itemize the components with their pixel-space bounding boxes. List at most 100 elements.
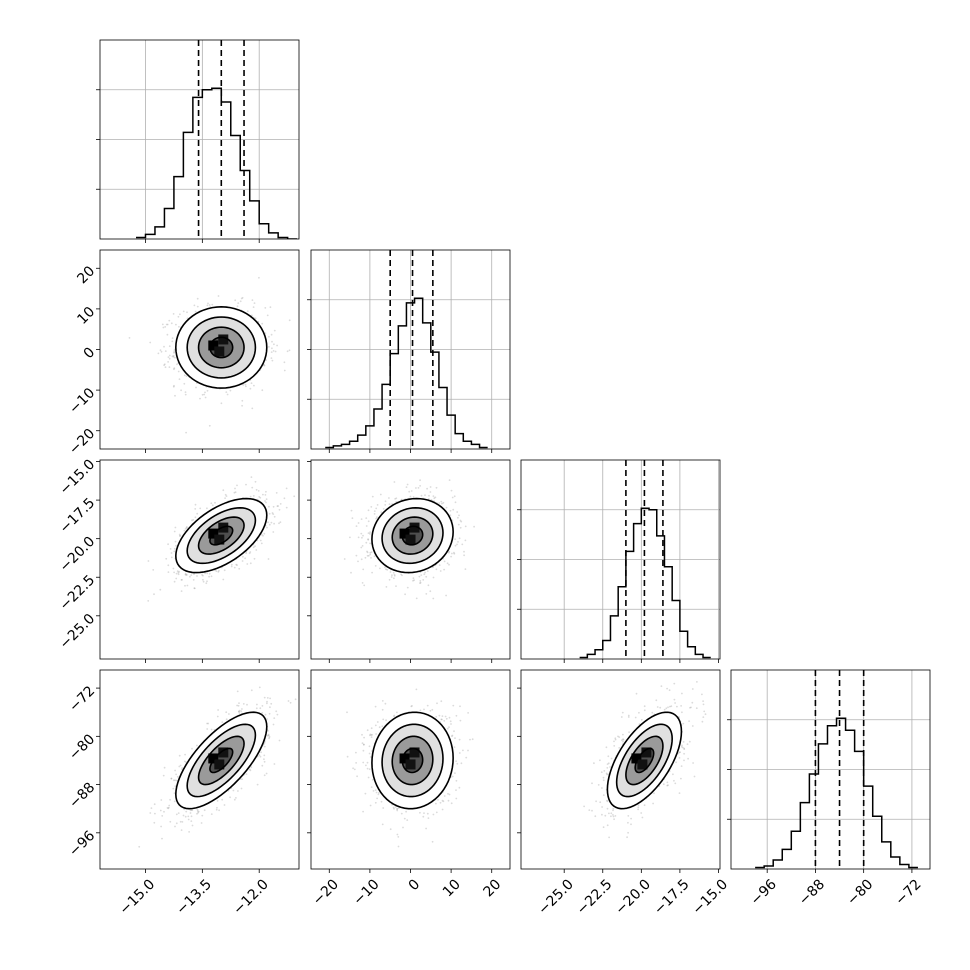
- sample-point: [166, 333, 169, 336]
- sample-point: [201, 574, 203, 576]
- sample-point: [225, 718, 228, 721]
- sample-point: [254, 545, 256, 548]
- sample-point: [204, 396, 207, 399]
- sample-point: [211, 303, 214, 306]
- sample-point: [450, 489, 453, 492]
- sample-point: [250, 766, 253, 769]
- sample-point: [185, 375, 188, 377]
- sample-point: [167, 356, 170, 358]
- sample-point: [270, 333, 273, 336]
- sample-point: [395, 497, 398, 500]
- sample-point: [229, 389, 232, 392]
- sample-point: [164, 326, 167, 328]
- sample-point: [270, 357, 273, 359]
- sample-point: [178, 570, 180, 573]
- sample-point: [238, 709, 241, 712]
- sample-point: [196, 305, 199, 308]
- sample-point: [216, 715, 219, 718]
- sample-point: [154, 812, 156, 815]
- sample-point: [161, 323, 164, 326]
- sample-point: [149, 812, 152, 814]
- sample-point: [435, 486, 438, 489]
- sample-point: [360, 518, 363, 520]
- sample-point: [279, 521, 282, 524]
- sample-point: [224, 493, 227, 496]
- sample-point: [235, 797, 237, 799]
- density-peak: [208, 340, 219, 351]
- sample-point: [186, 311, 188, 314]
- sample-point: [457, 541, 459, 543]
- sample-point: [192, 519, 195, 521]
- sample-point: [382, 508, 385, 510]
- sample-point: [431, 566, 434, 569]
- sample-point: [265, 498, 268, 501]
- sample-point: [256, 703, 258, 706]
- sample-point: [244, 383, 247, 386]
- sample-point: [194, 310, 197, 313]
- sample-point: [238, 710, 240, 713]
- sample-point: [147, 560, 150, 562]
- density-peak: [399, 528, 410, 539]
- sample-point: [172, 567, 175, 570]
- sample-point: [357, 536, 360, 539]
- sample-point: [233, 798, 236, 801]
- sample-point: [251, 407, 254, 410]
- sample-point: [225, 495, 228, 497]
- sample-point: [173, 580, 176, 583]
- sample-point: [265, 359, 267, 361]
- sample-point: [207, 302, 209, 305]
- sample-point: [211, 504, 214, 507]
- sample-point: [419, 580, 422, 582]
- sample-point: [463, 550, 465, 553]
- sample-point: [259, 496, 262, 499]
- sample-point: [447, 551, 450, 554]
- sample-point: [445, 506, 448, 509]
- sample-point: [241, 296, 244, 299]
- sample-point: [375, 507, 378, 510]
- sample-point: [242, 384, 245, 386]
- sample-point: [196, 812, 198, 815]
- sample-point: [237, 790, 239, 792]
- sample-point: [161, 837, 163, 840]
- sample-point: [254, 480, 257, 483]
- sample-point: [159, 809, 162, 812]
- panel-frame: [99, 669, 300, 870]
- sample-point: [191, 519, 193, 522]
- sample-point: [426, 487, 428, 490]
- sample-point: [415, 487, 417, 489]
- sample-point: [404, 593, 406, 596]
- sample-point: [180, 389, 182, 392]
- sample-point: [177, 812, 180, 814]
- sample-point: [263, 758, 265, 761]
- sample-point: [393, 574, 396, 577]
- sample-point: [400, 573, 402, 576]
- sample-point: [374, 705, 377, 708]
- sample-point: [223, 569, 226, 572]
- sample-point: [206, 728, 209, 730]
- density-peak: [405, 534, 416, 545]
- sample-point: [454, 538, 457, 541]
- sample-point: [262, 534, 264, 537]
- sample-point: [454, 501, 457, 504]
- sample-point: [210, 728, 213, 731]
- sample-point: [196, 808, 199, 811]
- sample-point: [180, 590, 183, 592]
- sample-point: [224, 497, 226, 499]
- sample-point: [236, 704, 239, 707]
- sample-point: [350, 571, 352, 574]
- sample-point: [159, 349, 162, 352]
- sample-point: [453, 551, 455, 554]
- sample-point: [252, 546, 255, 549]
- sample-point: [183, 374, 186, 377]
- sample-point: [241, 708, 243, 710]
- sample-point: [201, 393, 204, 396]
- sample-point: [172, 385, 175, 388]
- sample-point: [276, 505, 279, 507]
- sample-point: [367, 538, 369, 540]
- sample-point: [179, 535, 181, 537]
- sample-point: [169, 798, 171, 801]
- sample-point: [273, 515, 276, 518]
- sample-point: [275, 492, 278, 494]
- contour-line: [209, 525, 234, 546]
